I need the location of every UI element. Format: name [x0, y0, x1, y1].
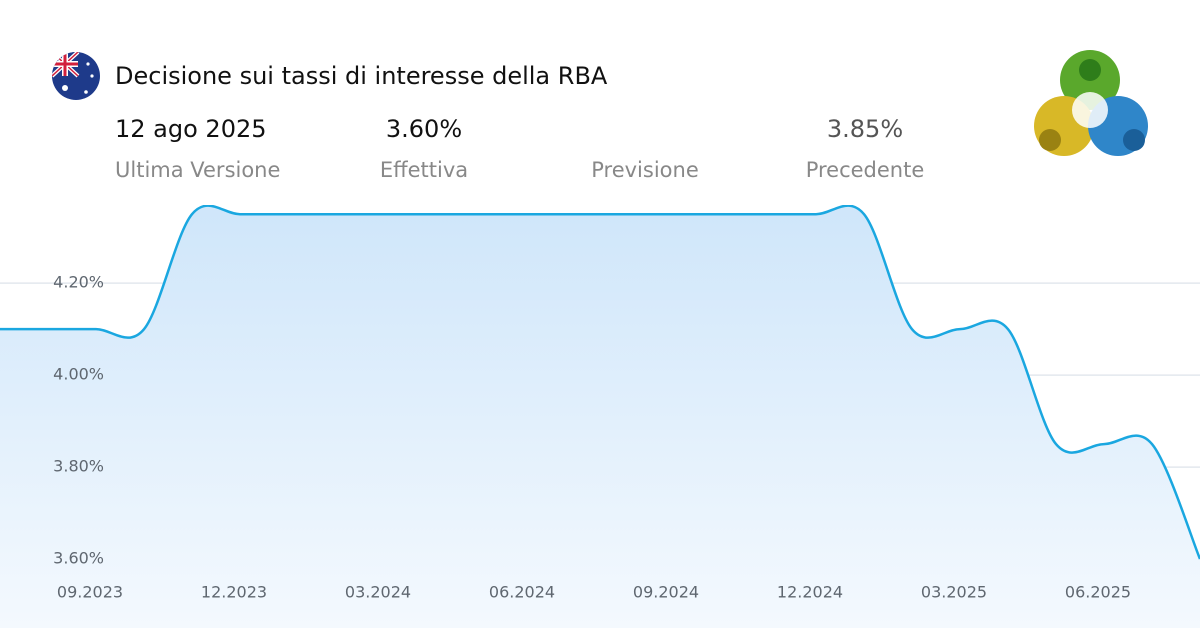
area-fill: [0, 205, 1200, 628]
x-tick-label: 03.2024: [345, 583, 411, 602]
line: [0, 205, 1200, 560]
plot-area: [0, 205, 1200, 628]
x-tick-label: 03.2025: [921, 583, 987, 602]
logo: [1034, 50, 1148, 156]
title: Decisione sui tassi di interesse della R…: [115, 62, 608, 90]
header: Decisione sui tassi di interesse della R…: [0, 0, 1200, 205]
flag-icon: [52, 52, 100, 100]
x-tick-label: 12.2024: [777, 583, 843, 602]
x-tick-label: 12.2023: [201, 583, 267, 602]
release-date: 12 ago 2025: [115, 115, 267, 143]
x-tick-label: 06.2025: [1065, 583, 1131, 602]
x-tick-label: 09.2023: [57, 583, 123, 602]
y-tick-label: 3.60%: [53, 549, 104, 568]
header-bg: [0, 0, 1200, 205]
previous-value: 3.85%: [827, 115, 903, 143]
y-tick-label: 3.80%: [53, 457, 104, 476]
forecast-label: Previsione: [591, 158, 699, 182]
y-tick-label: 4.20%: [53, 273, 104, 292]
actual-label: Effettiva: [380, 158, 468, 182]
x-tick-label: 09.2024: [633, 583, 699, 602]
x-tick-label: 06.2024: [489, 583, 555, 602]
y-tick-label: 4.00%: [53, 365, 104, 384]
previous-label: Precedente: [806, 158, 925, 182]
actual-value: 3.60%: [386, 115, 462, 143]
date-label: Ultima Versione: [115, 158, 280, 182]
